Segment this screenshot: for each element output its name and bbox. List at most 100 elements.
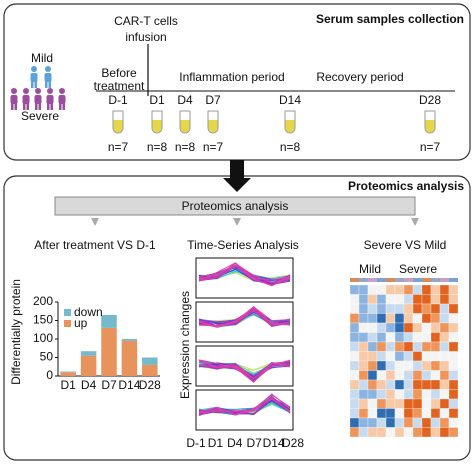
ts-line	[198, 265, 291, 287]
heatmap-group-bar	[431, 278, 440, 282]
ts-line	[198, 310, 291, 326]
heatmap-cell	[367, 284, 378, 295]
bar	[80, 355, 97, 376]
heatmap-cell	[367, 360, 378, 371]
analysis-bar	[54, 196, 416, 216]
heatmap-cell	[403, 313, 414, 324]
heatmap-cell	[376, 360, 387, 371]
heatmap-cell	[421, 408, 432, 419]
heatmap-cell	[367, 427, 378, 438]
ts-x-label: D-1	[186, 436, 206, 450]
heatmap-cell	[367, 370, 378, 381]
person-icon	[59, 88, 65, 94]
heatmap-cell	[448, 313, 459, 324]
heatmap-cell	[412, 379, 423, 390]
heatmap-cell	[448, 322, 459, 333]
heatmap-cell	[421, 322, 432, 333]
heatmap-cell	[421, 389, 432, 400]
tube-serum	[425, 120, 435, 133]
heatmap-cell	[367, 417, 378, 428]
count: n=8	[147, 140, 168, 154]
x-tick-label: D28	[139, 378, 161, 392]
y-tick-label: 200	[33, 294, 53, 308]
count: n=8	[175, 140, 196, 154]
infusion-label: CAR-T cells	[114, 14, 178, 28]
heatmap-group: Mild	[359, 262, 381, 276]
period-label: Recovery period	[316, 70, 403, 84]
heatmap-cell	[403, 341, 414, 352]
heatmap-cell	[439, 408, 450, 419]
heatmap-cell	[421, 351, 432, 362]
group-label: Mild	[31, 51, 53, 65]
y-tick-label: 50	[40, 350, 54, 364]
heatmap-cell	[367, 303, 378, 314]
heatmap-cell	[376, 370, 387, 381]
heatmap-cell	[430, 303, 441, 314]
bar	[80, 351, 97, 356]
person-icon	[35, 103, 38, 110]
heatmap-cell	[403, 332, 414, 343]
tube-serum	[285, 120, 295, 133]
person-icon	[31, 66, 37, 72]
person-icon	[45, 81, 48, 88]
heatmap-cell	[439, 360, 450, 371]
bar	[142, 364, 158, 376]
heatmap-cell	[358, 389, 369, 400]
person-icon	[34, 81, 37, 88]
heatmap-cell	[349, 398, 360, 409]
heatmap-cell	[394, 427, 405, 438]
person-icon	[46, 95, 54, 104]
pointer	[411, 218, 419, 226]
heatmap-cell	[376, 294, 387, 305]
legend-label: up	[74, 316, 88, 330]
heatmap-cell	[439, 284, 450, 295]
heatmap-cell	[403, 351, 414, 362]
heatmap-cell	[439, 294, 450, 305]
heatmap-cell	[349, 379, 360, 390]
heatmap-cell	[448, 341, 459, 352]
heatmap-cell	[421, 341, 432, 352]
heatmap-cell	[394, 408, 405, 419]
pointer	[233, 218, 241, 226]
ts-y-label: Expression changes	[178, 291, 192, 399]
heatmap-cell	[430, 427, 441, 438]
heatmap-cell	[394, 389, 405, 400]
heatmap-cell	[439, 332, 450, 343]
ts-line	[198, 306, 291, 327]
heatmap-cell	[412, 370, 423, 381]
heatmap-cell	[367, 379, 378, 390]
legend-label: down	[74, 305, 103, 319]
heatmap-cell	[394, 332, 405, 343]
heatmap-cell	[421, 313, 432, 324]
heatmap-cell	[385, 322, 396, 333]
heatmap-cell	[412, 351, 423, 362]
heatmap-group-bar	[350, 278, 359, 282]
heatmap-cell	[439, 351, 450, 362]
y-tick-label: 0	[46, 368, 53, 382]
heatmap-cell	[376, 322, 387, 333]
heatmap-cell	[394, 284, 405, 295]
heatmap-cell	[439, 313, 450, 324]
heatmap-cell	[421, 303, 432, 314]
heatmap-cell	[394, 322, 405, 333]
heatmap-cell	[448, 284, 459, 295]
subtitle: Severe VS Mild	[364, 238, 447, 252]
person-icon	[14, 103, 17, 110]
heatmap-cell	[376, 313, 387, 324]
heatmap-cell	[421, 417, 432, 428]
heatmap-cell	[403, 398, 414, 409]
heatmap-cell	[448, 370, 459, 381]
count: n=7	[108, 140, 129, 154]
heatmap-cell	[385, 360, 396, 371]
heatmap-cell	[421, 398, 432, 409]
tube-serum	[180, 120, 190, 133]
heatmap-cell	[349, 408, 360, 419]
heatmap-cell	[448, 351, 459, 362]
group-label: Severe	[21, 109, 59, 123]
heatmap-cell	[385, 332, 396, 343]
heatmap-cell	[412, 322, 423, 333]
heatmap-cell	[367, 398, 378, 409]
count: n=7	[420, 140, 441, 154]
heatmap-cell	[358, 294, 369, 305]
